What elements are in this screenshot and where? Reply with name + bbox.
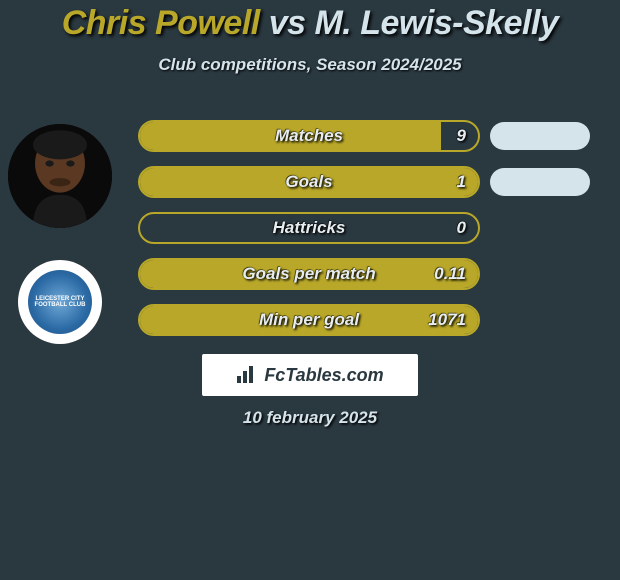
club-logo: LEICESTER CITY FOOTBALL CLUB xyxy=(18,260,102,344)
player1-name: Chris Powell xyxy=(62,4,260,42)
date-text: 10 february 2025 xyxy=(0,408,620,428)
club-name: LEICESTER CITY FOOTBALL CLUB xyxy=(28,296,92,309)
stat-row-hattricks: Hattricks 0 xyxy=(138,212,480,244)
stat-label: Hattricks xyxy=(140,214,478,242)
stat-label: Goals xyxy=(140,168,478,196)
stat-label: Matches xyxy=(140,122,478,150)
stat-row-min-per-goal: Min per goal 1071 xyxy=(138,304,480,336)
pill xyxy=(490,168,590,196)
stat-bars: Matches 9 Goals 1 Hattricks 0 Goals per … xyxy=(138,120,480,350)
branding-box: FcTables.com xyxy=(202,354,418,396)
comparison-pills xyxy=(490,122,590,214)
player2-name: M. Lewis-Skelly xyxy=(314,4,558,42)
stat-row-matches: Matches 9 xyxy=(138,120,480,152)
subtitle: Club competitions, Season 2024/2025 xyxy=(0,55,620,75)
pill xyxy=(490,122,590,150)
stat-label: Goals per match xyxy=(140,260,478,288)
stat-value: 1 xyxy=(457,168,466,196)
stat-value: 1071 xyxy=(428,306,466,334)
stat-row-goals-per-match: Goals per match 0.11 xyxy=(138,258,480,290)
branding-text: FcTables.com xyxy=(264,365,383,386)
stat-value: 9 xyxy=(457,122,466,150)
bars-icon xyxy=(236,366,258,384)
comparison-title: Chris Powell vs M. Lewis-Skelly xyxy=(0,0,620,43)
vs-text: vs xyxy=(269,4,306,42)
stat-row-goals: Goals 1 xyxy=(138,166,480,198)
stat-value: 0 xyxy=(457,214,466,242)
stat-value: 0.11 xyxy=(434,260,466,288)
player-avatar xyxy=(8,124,112,228)
